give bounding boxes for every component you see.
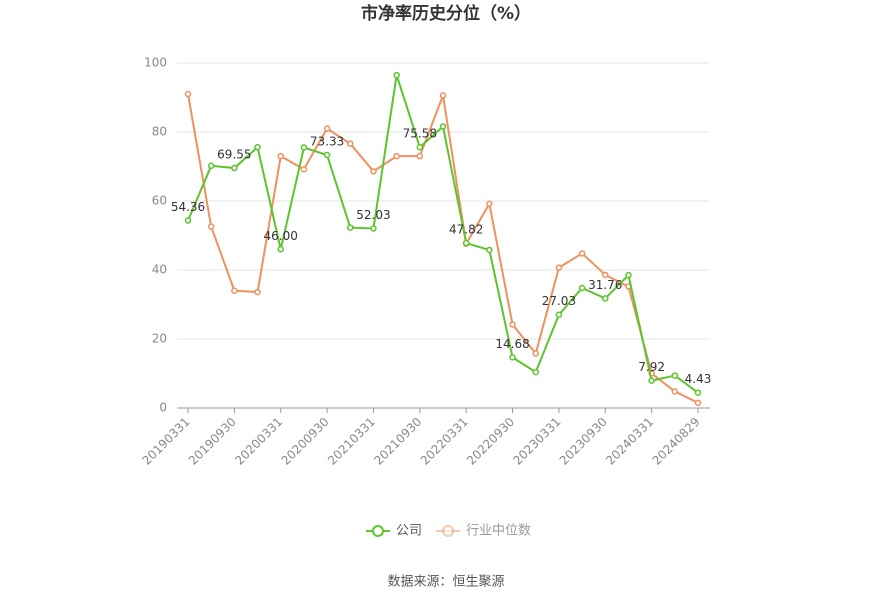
source: 数据来源：恒生聚源 xyxy=(387,575,504,590)
legend-marker xyxy=(442,525,455,537)
point xyxy=(416,143,424,151)
point xyxy=(648,377,655,384)
y-tick-label: 100 xyxy=(144,56,167,70)
point xyxy=(207,162,215,170)
x-tick-label: 20210331 xyxy=(325,415,378,468)
y-tick-label: 0 xyxy=(159,401,167,415)
point xyxy=(323,125,331,132)
point xyxy=(416,152,424,160)
point xyxy=(671,372,679,379)
point xyxy=(370,225,377,232)
point xyxy=(486,200,493,208)
point xyxy=(694,389,702,396)
point xyxy=(555,311,563,318)
x-tick-label: 20190331 xyxy=(140,415,193,468)
x-tick-label: 20210930 xyxy=(371,415,424,468)
point xyxy=(207,223,215,230)
x-tick-label: 20240331 xyxy=(603,415,656,468)
data-label: 7.92 xyxy=(638,360,665,374)
point xyxy=(393,71,400,79)
point xyxy=(370,168,377,175)
point xyxy=(602,271,609,279)
point xyxy=(347,224,354,231)
point xyxy=(602,295,609,302)
point xyxy=(277,152,284,160)
data-label: 47.82 xyxy=(449,223,483,237)
x-tick-label: 20240829 xyxy=(650,415,703,468)
point xyxy=(555,264,563,271)
point xyxy=(347,140,354,147)
point xyxy=(231,164,238,172)
y-tick-label: 40 xyxy=(152,263,167,277)
legend-label: 公司 xyxy=(396,524,422,539)
point xyxy=(254,288,261,296)
data-label: 75.58 xyxy=(403,127,437,141)
data-label: 46.00 xyxy=(264,229,298,243)
point xyxy=(532,350,539,357)
y-tick-label: 20 xyxy=(152,332,167,346)
point xyxy=(439,123,447,130)
x-tick-label: 20200930 xyxy=(279,415,332,468)
point xyxy=(393,152,400,160)
point xyxy=(694,399,702,407)
data-label: 27.03 xyxy=(542,294,576,308)
x-tick-label: 20200331 xyxy=(232,415,285,468)
chart-title: 市净率历史分位（%） xyxy=(361,3,531,24)
point xyxy=(277,246,284,253)
y-tick-label: 60 xyxy=(152,194,167,208)
legend-label: 行业中位数 xyxy=(466,524,531,539)
point xyxy=(439,92,447,99)
x-tick-label: 20220930 xyxy=(464,415,517,468)
point xyxy=(254,143,261,151)
point xyxy=(509,321,516,328)
data-label: 31.76 xyxy=(588,278,622,292)
point xyxy=(486,246,493,254)
data-label: 54.36 xyxy=(171,200,205,214)
data-label: 14.68 xyxy=(495,337,529,351)
x-tick-label: 20220331 xyxy=(418,415,471,468)
point xyxy=(184,217,192,224)
x-tick-label: 20230331 xyxy=(510,415,563,468)
point xyxy=(184,90,192,98)
series-line xyxy=(187,91,699,404)
point xyxy=(578,250,586,257)
data-label: 4.43 xyxy=(685,372,712,386)
x-tick-label: 20230930 xyxy=(557,415,610,468)
point xyxy=(300,166,308,173)
y-tick-label: 80 xyxy=(152,125,167,139)
point xyxy=(323,151,331,159)
legend-marker xyxy=(372,525,384,537)
point xyxy=(671,388,679,395)
data-label: 52.03 xyxy=(356,208,390,222)
point xyxy=(625,271,632,279)
x-tick-label: 20190930 xyxy=(186,415,239,468)
point xyxy=(300,144,308,151)
point xyxy=(231,287,238,294)
point xyxy=(578,284,586,292)
point xyxy=(509,354,516,361)
data-label: 69.55 xyxy=(217,148,251,162)
point xyxy=(532,368,539,376)
data-label: 73.33 xyxy=(310,135,344,149)
point xyxy=(462,239,470,247)
